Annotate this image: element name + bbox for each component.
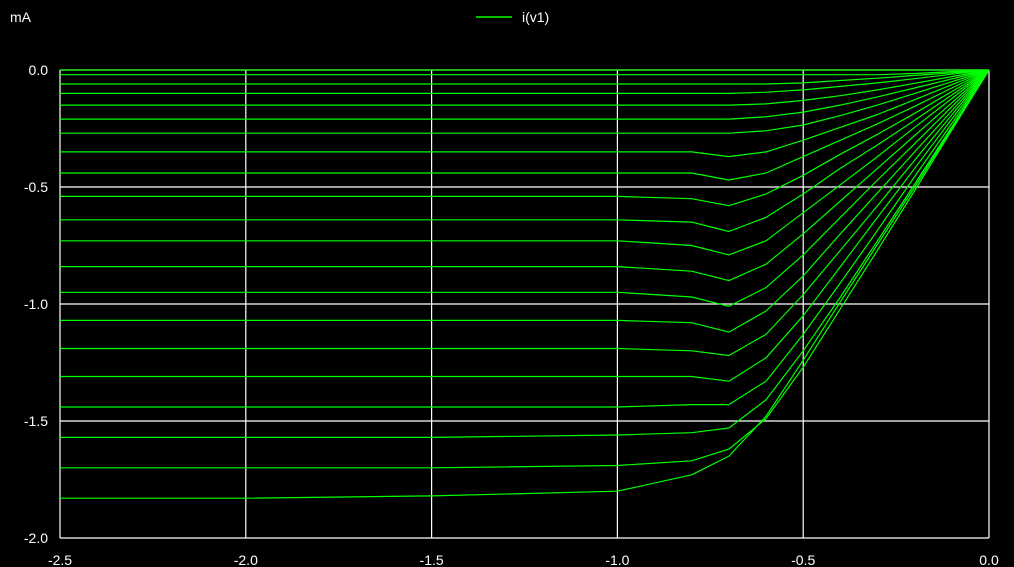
series-line <box>60 69 990 158</box>
series-line <box>60 69 990 438</box>
series-line <box>60 69 990 499</box>
series-line <box>60 69 990 106</box>
x-tick-label: -1.0 <box>605 552 629 567</box>
y-tick-label: -0.5 <box>24 179 48 195</box>
series-layer <box>60 69 990 499</box>
x-tick-label: -2.0 <box>234 552 258 567</box>
series-line <box>60 69 990 134</box>
y-axis-tick-labels: 0.0 -0.5 -1.0 -1.5 -2.0 <box>24 62 48 546</box>
legend: i(v1) <box>476 9 549 25</box>
x-axis-tick-labels: -2.5 -2.0 -1.5 -1.0 -0.5 0.0 <box>48 552 999 567</box>
x-tick-label: -1.5 <box>420 552 444 567</box>
series-line <box>60 69 990 256</box>
x-tick-label: -2.5 <box>48 552 72 567</box>
series-line <box>60 69 990 120</box>
series-line <box>60 69 990 307</box>
series-line <box>60 69 990 181</box>
series-line <box>60 69 990 382</box>
y-tick-label: 0.0 <box>29 62 49 78</box>
series-line <box>60 69 990 282</box>
series-line <box>60 69 990 408</box>
y-axis-unit-label: mA <box>10 9 32 25</box>
series-line <box>60 69 990 207</box>
series-line <box>60 69 990 233</box>
x-tick-label: 0.0 <box>979 552 999 567</box>
y-tick-label: -1.0 <box>24 296 48 312</box>
y-tick-label: -2.0 <box>24 530 48 546</box>
y-tick-label: -1.5 <box>24 413 48 429</box>
series-line <box>60 69 990 357</box>
series-line <box>60 69 990 333</box>
legend-label: i(v1) <box>522 9 549 25</box>
series-line <box>60 69 990 95</box>
series-line <box>60 69 990 85</box>
x-tick-label: -0.5 <box>791 552 815 567</box>
series-line <box>60 69 990 76</box>
series-line <box>60 69 990 469</box>
